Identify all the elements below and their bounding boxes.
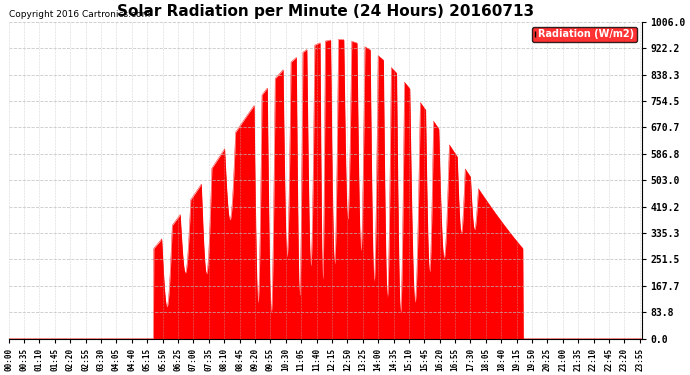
Legend: Radiation (W/m2): Radiation (W/m2) — [532, 27, 637, 42]
Title: Solar Radiation per Minute (24 Hours) 20160713: Solar Radiation per Minute (24 Hours) 20… — [117, 4, 533, 19]
Text: Copyright 2016 Cartronics.com: Copyright 2016 Cartronics.com — [9, 9, 150, 18]
